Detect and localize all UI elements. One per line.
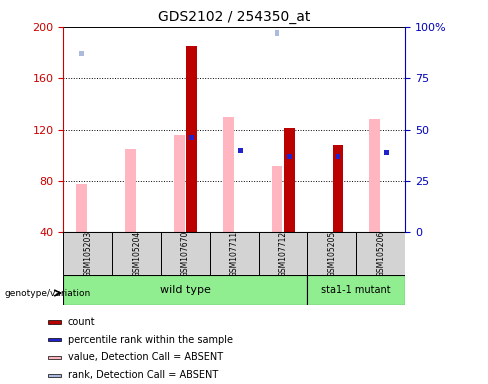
- Bar: [286, 154, 291, 159]
- Bar: [63, 232, 112, 275]
- Bar: [80, 51, 84, 56]
- Text: value, Detection Call = ABSENT: value, Detection Call = ABSENT: [68, 353, 223, 362]
- Bar: [63, 275, 307, 305]
- Bar: [186, 46, 197, 232]
- Text: sta1-1 mutant: sta1-1 mutant: [322, 285, 391, 295]
- Bar: [48, 320, 61, 323]
- Bar: [161, 232, 210, 275]
- Bar: [48, 338, 61, 341]
- Bar: [125, 149, 136, 232]
- Bar: [174, 135, 184, 232]
- Text: genotype/variation: genotype/variation: [5, 289, 91, 298]
- Title: GDS2102 / 254350_at: GDS2102 / 254350_at: [158, 10, 310, 25]
- Text: GSM107670: GSM107670: [181, 230, 190, 276]
- Bar: [274, 30, 279, 36]
- Text: wild type: wild type: [160, 285, 211, 295]
- Bar: [372, 14, 377, 19]
- Bar: [189, 135, 194, 141]
- Text: GSM105203: GSM105203: [83, 230, 92, 276]
- Bar: [271, 166, 282, 232]
- Bar: [77, 184, 87, 232]
- Bar: [48, 374, 61, 377]
- Text: GSM105204: GSM105204: [132, 230, 141, 276]
- Bar: [307, 275, 405, 305]
- Bar: [223, 117, 233, 232]
- Bar: [369, 119, 380, 232]
- Bar: [284, 128, 295, 232]
- Text: count: count: [68, 317, 95, 327]
- Bar: [210, 232, 259, 275]
- Text: GSM105205: GSM105205: [327, 230, 336, 276]
- Bar: [48, 356, 61, 359]
- Bar: [356, 232, 405, 275]
- Bar: [259, 232, 307, 275]
- Bar: [333, 145, 344, 232]
- Bar: [336, 154, 341, 159]
- Text: GSM107711: GSM107711: [230, 230, 239, 276]
- Bar: [385, 150, 389, 155]
- Bar: [307, 232, 356, 275]
- Bar: [225, 10, 230, 15]
- Text: GSM107712: GSM107712: [279, 230, 287, 276]
- Text: rank, Detection Call = ABSENT: rank, Detection Call = ABSENT: [68, 370, 218, 380]
- Bar: [238, 147, 243, 153]
- Text: GSM105206: GSM105206: [376, 230, 385, 276]
- Text: percentile rank within the sample: percentile rank within the sample: [68, 335, 233, 345]
- Bar: [112, 232, 161, 275]
